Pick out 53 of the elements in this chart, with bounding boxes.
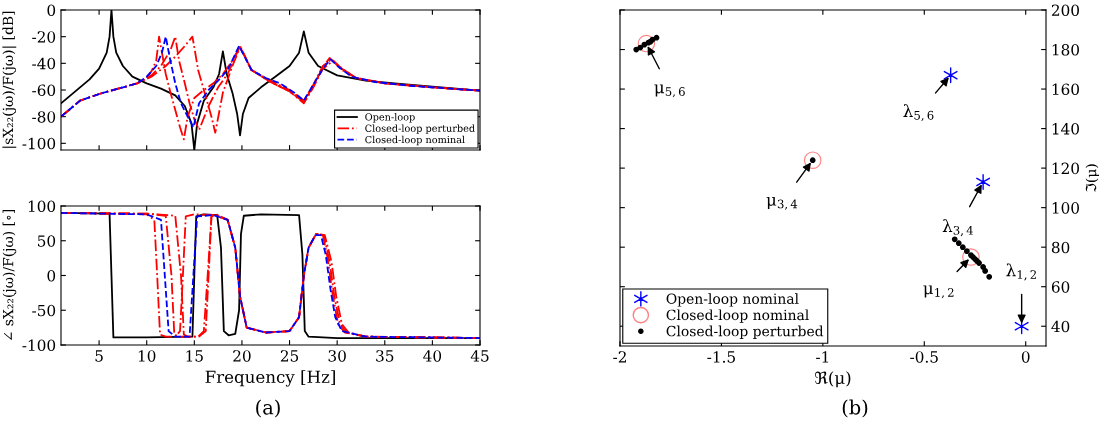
y-tick-label: 0 bbox=[47, 269, 56, 282]
text: (b) bbox=[842, 399, 868, 418]
y-tick-label: -80 bbox=[32, 111, 56, 123]
x-tick-label: 15 bbox=[186, 350, 203, 362]
y-axis-title: |sX₂₂(jω)/F(jω)| [dB] bbox=[2, 11, 17, 148]
x-tick-label: -2 bbox=[613, 351, 626, 363]
x-tick-label: -0.5 bbox=[910, 351, 938, 363]
x-tick-label: 40 bbox=[423, 350, 442, 362]
y-tick-label: 100 bbox=[1052, 202, 1080, 214]
legend-label: Closed-loop nominal bbox=[365, 135, 465, 146]
x-tick-label: 45 bbox=[470, 350, 489, 362]
y-tick-label: 80 bbox=[1051, 241, 1070, 254]
y-tick-label: 0 bbox=[47, 4, 56, 17]
legend-label: Open-loop nominal bbox=[666, 293, 799, 307]
annotation: μ$_{5,6}$ bbox=[654, 84, 685, 98]
x-tick-label: 5 bbox=[95, 350, 103, 362]
x-tick-label: 35 bbox=[376, 350, 394, 362]
annotation: λ$_{3,4}$ bbox=[942, 219, 974, 237]
y-tick-label: -40 bbox=[32, 57, 56, 70]
legend-label: Open-loop bbox=[365, 113, 415, 123]
x-tick-label: 20 bbox=[233, 350, 251, 362]
y-tick-label: 40 bbox=[1051, 320, 1070, 333]
annotation: μ$_{1,2}$ bbox=[923, 285, 954, 299]
x-tick-label: 10 bbox=[138, 350, 156, 362]
y-tick-label: -20 bbox=[32, 31, 56, 43]
y-axis-title: ∠ sX₂₂(jω)/F(jω) [∘] bbox=[2, 209, 17, 341]
x-tick-label: 30 bbox=[328, 350, 346, 362]
x-tick-label: -1 bbox=[816, 351, 829, 363]
y-tick-label: 50 bbox=[38, 235, 56, 247]
annotation: λ$_{5,6}$ bbox=[903, 104, 934, 122]
y-tick-label: -100 bbox=[22, 339, 56, 352]
x-tick-label: 0 bbox=[1021, 351, 1030, 363]
legend-label: Closed-loop perturbed bbox=[666, 325, 824, 340]
y-tick-label: 120 bbox=[1052, 162, 1080, 175]
annotation: λ$_{1,2}$ bbox=[1006, 263, 1036, 281]
x-tick-label: 25 bbox=[280, 350, 299, 362]
y-tick-label: -60 bbox=[32, 84, 56, 97]
y-tick-label: 140 bbox=[1052, 123, 1080, 135]
y-tick-label: 60 bbox=[1051, 281, 1070, 293]
y-tick-label: 100 bbox=[28, 200, 56, 213]
x-axis-title: Frequency [Hz] bbox=[205, 370, 335, 387]
x-axis-title: ℜ(μ) bbox=[814, 371, 851, 388]
y-tick-label: -50 bbox=[32, 304, 56, 317]
y-tick-label: 200 bbox=[1051, 4, 1080, 17]
y-tick-label: 160 bbox=[1052, 83, 1080, 96]
legend-label: Closed-loop nominal bbox=[666, 309, 809, 323]
annotation: μ$_{3,4}$ bbox=[766, 196, 798, 210]
text: (a) bbox=[256, 399, 280, 418]
legend-label: Closed-loop perturbed bbox=[365, 124, 475, 134]
y-axis-title: ℑ(μ) bbox=[1085, 164, 1100, 193]
x-tick-label: -1.5 bbox=[707, 351, 735, 363]
y-tick-label: -100 bbox=[22, 137, 56, 150]
y-tick-label: 180 bbox=[1052, 43, 1080, 56]
